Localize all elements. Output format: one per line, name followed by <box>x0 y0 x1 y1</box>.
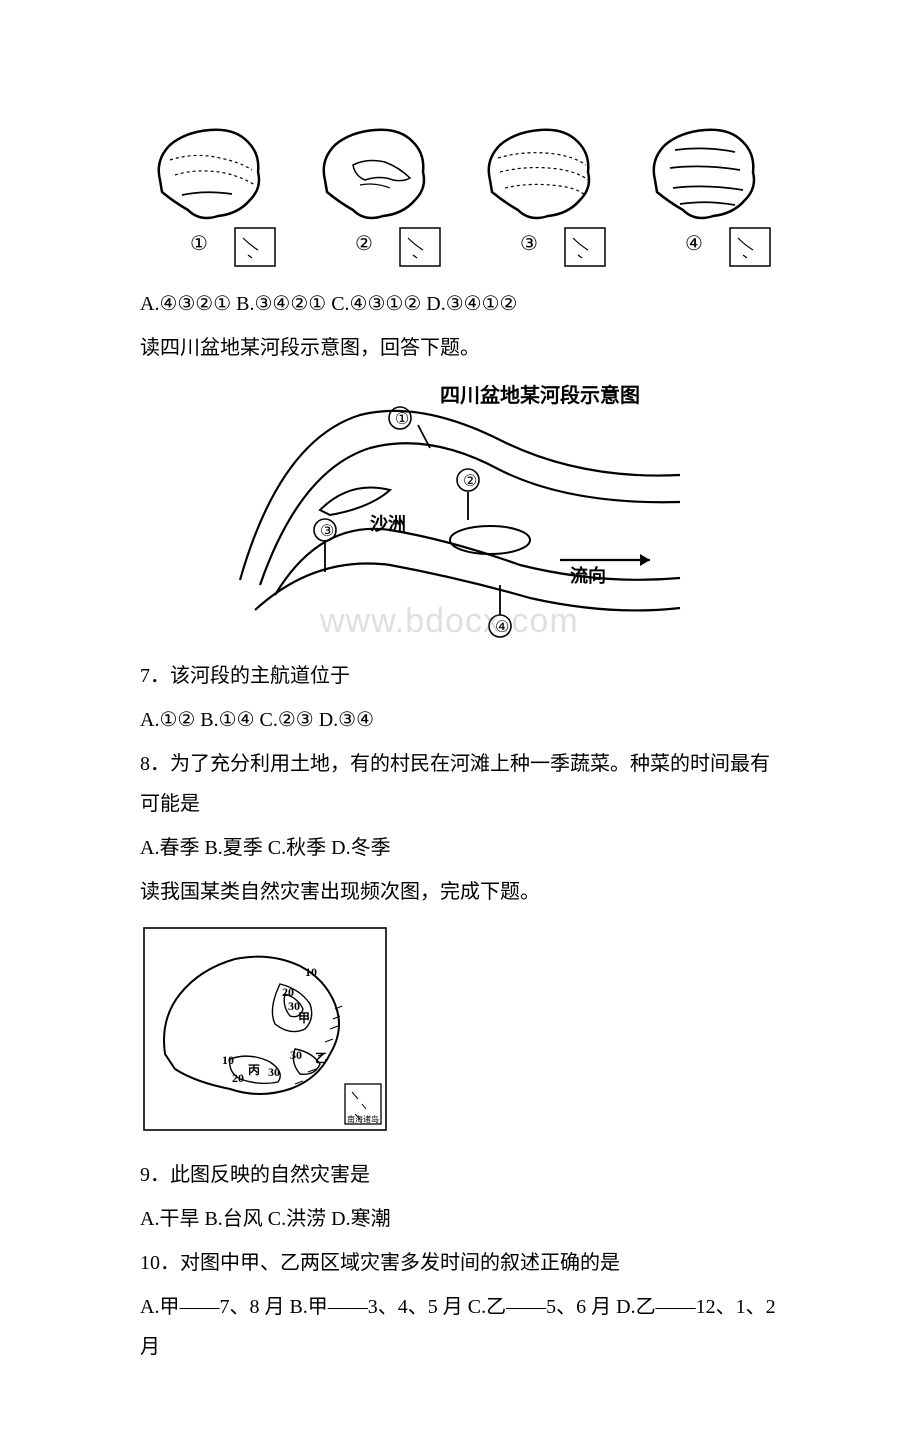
q9: 9．此图反映的自然灾害是 <box>140 1155 780 1195</box>
china-map-1: ① <box>140 110 285 270</box>
q7-opts: A.①② B.①④ C.②③ D.③④ <box>140 700 780 740</box>
china-map-3: ③ <box>470 110 615 270</box>
maps-choices: A.④③②① B.③④②① C.④③①② D.③④①② <box>140 284 780 324</box>
q7: 7．该河段的主航道位于 <box>140 656 780 696</box>
map-label-4: ④ <box>685 233 703 255</box>
china-map-4: ④ <box>635 110 780 270</box>
river-pt-3: ③ <box>320 523 334 540</box>
china-maps-row: ① ② ③ ④ <box>140 110 780 270</box>
river-pt-2: ② <box>463 473 477 490</box>
q8-opts: A.春季 B.夏季 C.秋季 D.冬季 <box>140 828 780 868</box>
river-pt-4: ④ <box>495 619 509 636</box>
q10-opts: A.甲——7、8 月 B.甲——3、4、5 月 C.乙——5、6 月 D.乙——… <box>140 1287 780 1367</box>
freq-val-8: 30 <box>268 1065 280 1079</box>
map-label-3: ③ <box>520 233 538 255</box>
china-map-2: ② <box>305 110 450 270</box>
freq-val-7: 20 <box>232 1071 244 1085</box>
inset-legend: 南海诸岛 <box>347 1114 379 1124</box>
sandbar-label: 沙洲 <box>370 514 406 534</box>
flow-label: 流向 <box>570 565 606 586</box>
freq-val-1: 20 <box>282 985 294 999</box>
freq-val-6: 乙 <box>315 1051 327 1065</box>
river-diagram: ① ② ③ ④ 沙洲 流向 四川盆地某河段示意图 www.bdocx.com <box>220 380 700 640</box>
map-label-1: ① <box>190 233 208 255</box>
freq-val-3: 甲 <box>298 1011 310 1025</box>
river-title: 四川盆地某河段示意图 <box>440 383 640 407</box>
freq-val-4: 10 <box>222 1053 234 1067</box>
q10: 10．对图中甲、乙两区域灾害多发时间的叙述正确的是 <box>140 1243 780 1283</box>
intro-river: 读四川盆地某河段示意图，回答下题。 <box>140 328 780 368</box>
freq-val-5: 30 <box>290 1048 302 1062</box>
freq-val-0: 10 <box>305 965 317 979</box>
freq-val-9: 丙 <box>248 1063 260 1077</box>
q9-opts: A.干旱 B.台风 C.洪涝 D.寒潮 <box>140 1199 780 1239</box>
map-label-2: ② <box>355 233 373 255</box>
disaster-freq-map: 10 20 30 甲 10 30 乙 20 30 丙 南海诸岛 <box>140 924 780 1139</box>
intro-disaster: 读我国某类自然灾害出现频次图，完成下题。 <box>140 872 780 912</box>
q8: 8．为了充分利用土地，有的村民在河滩上种一季蔬菜。种菜的时间最有可能是 <box>140 744 780 824</box>
river-pt-1: ① <box>395 411 409 428</box>
